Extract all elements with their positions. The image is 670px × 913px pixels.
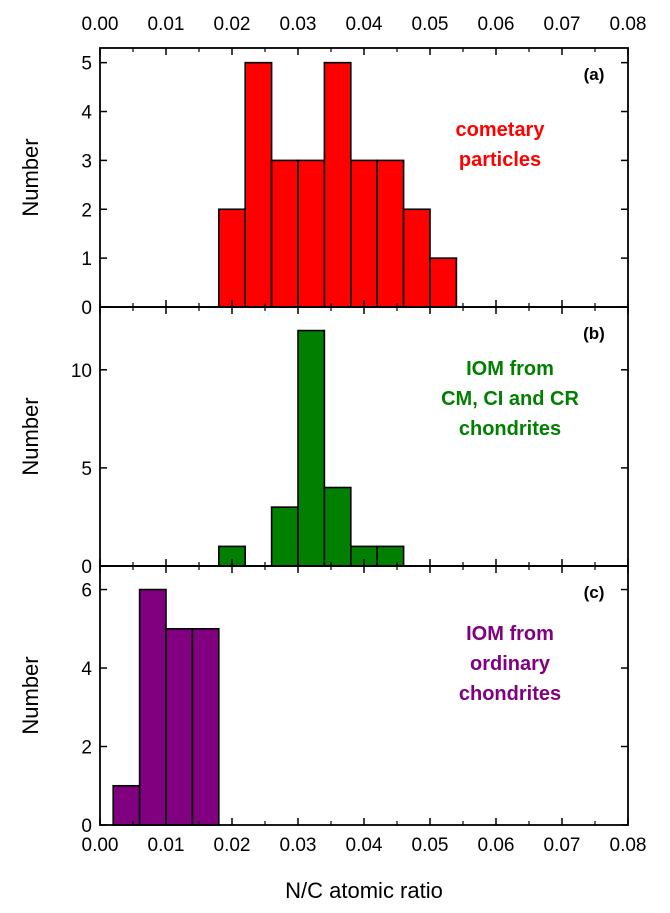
bar-a-4 — [323, 61, 352, 308]
bar-b-5 — [376, 545, 405, 567]
bar-a-7 — [402, 208, 431, 308]
xtick-label-top-6: 0.06 — [478, 14, 515, 35]
xtick-label-top-3: 0.03 — [280, 14, 317, 35]
panel-frame-c — [99, 565, 629, 826]
bar-a-6 — [376, 159, 405, 308]
ytick-label-a-3: 3 — [81, 151, 92, 172]
ytick-label-c-2: 4 — [81, 659, 92, 680]
xtick-label-top-7: 0.07 — [544, 14, 581, 35]
xtick-label-bottom-5: 0.05 — [412, 835, 449, 856]
annotation-a-1: particles — [459, 149, 541, 171]
ytick-label-b-0: 0 — [81, 557, 92, 578]
ytick-label-c-3: 6 — [81, 581, 92, 602]
bar-a-0 — [218, 208, 247, 308]
bar-c-1 — [138, 588, 167, 826]
bar-b-3 — [323, 486, 352, 567]
ytick-label-b-2: 10 — [71, 361, 92, 382]
ylabel-a: Number — [18, 138, 43, 216]
xtick-label-bottom-3: 0.03 — [280, 835, 317, 856]
annotation-b-2: chondrites — [459, 418, 561, 440]
xtick-label-top-4: 0.04 — [346, 14, 383, 35]
bar-c-3 — [191, 627, 220, 826]
ytick-label-a-5: 5 — [81, 54, 92, 75]
bar-b-1 — [270, 506, 299, 567]
xtick-label-top-8: 0.08 — [610, 14, 647, 35]
bar-a-5 — [349, 159, 378, 308]
ytick-label-a-1: 1 — [81, 249, 92, 270]
ytick-label-a-4: 4 — [81, 103, 92, 124]
panel-letter-b: (b) — [583, 324, 605, 343]
bar-a-3 — [297, 159, 326, 308]
annotation-b-1: CM, CI and CR — [441, 388, 579, 410]
panel-letter-a: (a) — [584, 65, 605, 84]
panel-letter-c: (c) — [584, 583, 605, 602]
xtick-label-top-2: 0.02 — [214, 14, 251, 35]
ylabel-c: Number — [18, 656, 43, 734]
bar-a-1 — [244, 61, 273, 308]
ytick-label-b-1: 5 — [81, 459, 92, 480]
xtick-label-top-0: 0.00 — [82, 14, 119, 35]
ytick-label-a-0: 0 — [81, 298, 92, 319]
annotation-a-0: cometary — [456, 119, 546, 141]
annotation-c-1: ordinary — [470, 653, 551, 675]
bar-c-2 — [165, 627, 194, 826]
x-axis-title: N/C atomic ratio — [285, 878, 443, 903]
annotation-c-0: IOM from — [466, 623, 554, 645]
ytick-label-c-1: 2 — [81, 738, 92, 759]
xtick-label-bottom-1: 0.01 — [148, 835, 185, 856]
xtick-label-bottom-7: 0.07 — [544, 835, 581, 856]
bar-a-8 — [429, 257, 458, 308]
annotation-b-0: IOM from — [466, 358, 554, 380]
xtick-label-bottom-0: 0.00 — [82, 835, 119, 856]
bar-b-2 — [297, 329, 326, 567]
xtick-label-bottom-4: 0.04 — [346, 835, 383, 856]
ytick-label-a-2: 2 — [81, 200, 92, 221]
ylabel-b: Number — [18, 397, 43, 475]
xtick-label-top-5: 0.05 — [412, 14, 449, 35]
ytick-label-c-0: 0 — [81, 816, 92, 837]
xtick-label-bottom-8: 0.08 — [610, 835, 647, 856]
xtick-label-top-1: 0.01 — [148, 14, 185, 35]
bar-a-2 — [270, 159, 299, 308]
xtick-label-bottom-2: 0.02 — [214, 835, 251, 856]
bar-c-0 — [112, 784, 141, 826]
annotation-c-2: chondrites — [459, 683, 561, 705]
xtick-label-bottom-6: 0.06 — [478, 835, 515, 856]
